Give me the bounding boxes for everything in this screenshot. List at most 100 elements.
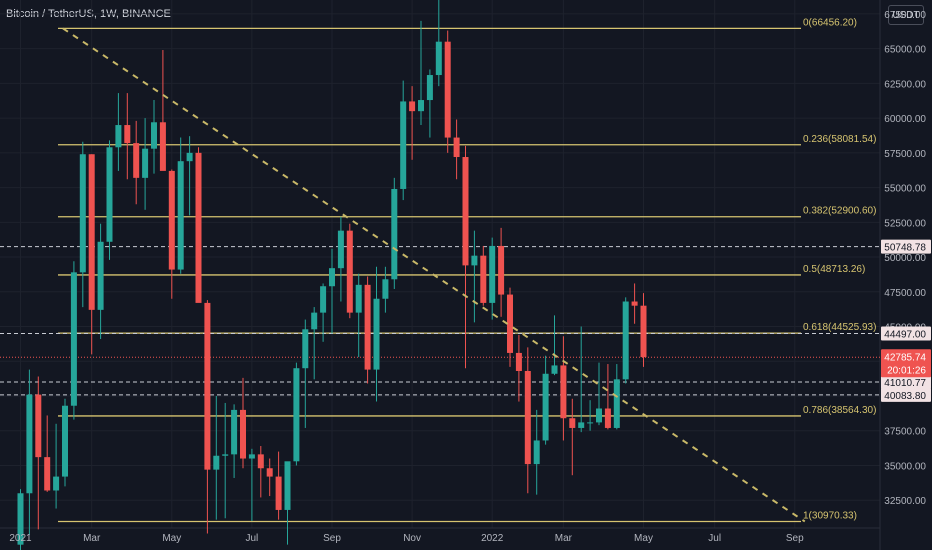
y-tick-label: 62500.00 <box>884 79 926 90</box>
level-price-text: 50748.78 <box>884 243 926 254</box>
candle-body[interactable] <box>231 409 238 455</box>
candle-body[interactable] <box>578 422 585 428</box>
level-price-badge <box>881 387 931 402</box>
candle-body[interactable] <box>320 286 327 313</box>
candle-body[interactable] <box>222 454 229 456</box>
candle-body[interactable] <box>355 284 362 313</box>
candle-body[interactable] <box>613 379 620 428</box>
candle-body[interactable] <box>444 41 451 138</box>
candle-body[interactable] <box>560 365 567 419</box>
candle-body[interactable] <box>106 147 113 242</box>
candle-body[interactable] <box>489 245 496 303</box>
candle-body[interactable] <box>382 279 389 299</box>
candle-body[interactable] <box>151 122 157 149</box>
fib-level-label: 0(66456.20) <box>803 17 857 28</box>
candle-body[interactable] <box>35 394 42 458</box>
candle-body[interactable] <box>97 241 104 310</box>
currency-badge[interactable]: USDT <box>888 5 924 25</box>
candle-body[interactable] <box>44 457 51 491</box>
candle-body[interactable] <box>346 230 353 313</box>
y-tick-label: 55000.00 <box>884 184 926 195</box>
candle-body[interactable] <box>142 148 149 178</box>
candle-body[interactable] <box>133 143 140 178</box>
candle-body[interactable] <box>195 152 202 303</box>
candle-body[interactable] <box>26 394 33 494</box>
y-tick-label: 47500.00 <box>884 288 926 299</box>
candle-body[interactable] <box>248 454 255 459</box>
candle-body[interactable] <box>631 301 638 306</box>
candle-body[interactable] <box>435 41 442 76</box>
candle-body[interactable] <box>542 373 549 441</box>
candle-body[interactable] <box>569 418 576 428</box>
candle-body[interactable] <box>329 268 335 287</box>
candle-body[interactable] <box>373 298 380 370</box>
candle-body[interactable] <box>471 255 478 266</box>
candle-body[interactable] <box>302 329 309 369</box>
x-tick-label: Mar <box>83 533 101 544</box>
candle-body[interactable] <box>284 461 291 510</box>
candle-body[interactable] <box>168 170 175 270</box>
x-tick-label: Mar <box>555 533 573 544</box>
candle-body[interactable] <box>507 294 513 353</box>
y-tick-label: 52500.00 <box>884 218 926 229</box>
candle-body[interactable] <box>213 455 220 470</box>
candle-body[interactable] <box>257 454 264 469</box>
x-tick-label: Sep <box>786 533 804 544</box>
candle-body[interactable] <box>115 125 122 148</box>
last-price-text: 42785.74 <box>884 352 926 363</box>
candle-body[interactable] <box>587 422 594 424</box>
candle-body[interactable] <box>418 100 424 112</box>
candle-body[interactable] <box>88 154 95 310</box>
candle-body[interactable] <box>426 75 433 101</box>
candle-body[interactable] <box>596 408 602 423</box>
candle-body[interactable] <box>364 284 371 370</box>
candle-body[interactable] <box>524 370 531 465</box>
fib-level-label: 0.236(58081.54) <box>803 134 876 145</box>
y-tick-label: 35000.00 <box>884 461 926 472</box>
candle-body[interactable] <box>70 272 77 406</box>
horizontal-levels <box>0 246 880 396</box>
candle-body[interactable] <box>604 408 611 428</box>
candle-body[interactable] <box>391 188 398 280</box>
time-axis: 2021 Mar May Jul Sep Nov 2022 Mar May Jul Sep <box>9 533 804 544</box>
candle-body[interactable] <box>124 125 131 144</box>
level-price-badge <box>881 239 931 254</box>
candle-body[interactable] <box>337 230 344 269</box>
descending-trendline[interactable] <box>62 27 806 523</box>
candle-body[interactable] <box>533 440 540 465</box>
candle-body[interactable] <box>453 137 460 158</box>
y-tick-label: 57500.00 <box>884 149 926 160</box>
level-price-text: 44497.00 <box>884 330 926 341</box>
candle-body[interactable] <box>204 302 211 470</box>
candle-body[interactable] <box>186 152 193 162</box>
price-badges: 50748.78 44497.00 41010.77 40083.80 42785.74… <box>881 239 931 402</box>
candle-body[interactable] <box>240 409 246 459</box>
candle-body[interactable] <box>53 476 60 491</box>
candle-body[interactable] <box>62 405 68 477</box>
candle-body[interactable] <box>498 245 505 295</box>
candle-body[interactable] <box>159 122 166 171</box>
candle-body[interactable] <box>640 305 647 358</box>
candle-body[interactable] <box>311 312 318 330</box>
candle-body[interactable] <box>266 468 273 477</box>
fib-level-label: 0.5(48713.26) <box>803 264 865 275</box>
fib-level-label: 0.382(52900.60) <box>803 206 876 217</box>
fib-level-label: 0.618(44525.93) <box>803 322 876 333</box>
candle-body[interactable] <box>622 301 629 380</box>
x-tick-label: 2022 <box>481 533 504 544</box>
candle-body[interactable] <box>293 368 300 462</box>
level-price-badge <box>881 374 931 389</box>
candle-body[interactable] <box>480 255 487 303</box>
candle-body[interactable] <box>17 493 24 545</box>
candle-body[interactable] <box>400 101 407 189</box>
candle-body[interactable] <box>462 157 469 266</box>
candle-body[interactable] <box>275 476 282 510</box>
candle-body[interactable] <box>79 154 86 273</box>
candle-body[interactable] <box>409 101 416 112</box>
candle-body[interactable] <box>177 161 184 270</box>
y-tick-label: 67500.00 <box>884 10 926 21</box>
candle-body[interactable] <box>551 365 558 374</box>
x-tick-label: May <box>162 533 181 544</box>
candle-body[interactable] <box>515 352 522 371</box>
